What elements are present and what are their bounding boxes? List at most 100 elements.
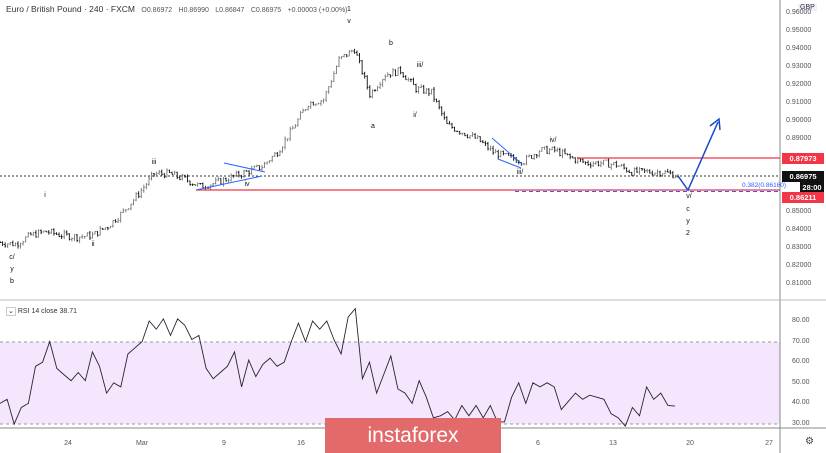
price-bar bbox=[350, 49, 353, 53]
wave-label[interactable]: iv/ bbox=[549, 137, 557, 144]
wave-label[interactable]: iii/ bbox=[416, 62, 424, 69]
wedge-pattern[interactable] bbox=[491, 137, 523, 169]
wave-label[interactable]: 1 bbox=[347, 6, 351, 13]
wave-label[interactable]: y bbox=[10, 266, 14, 273]
price-bar bbox=[451, 122, 453, 129]
symbol-header[interactable]: Euro / British Pound · 240 · FXCM O0.869… bbox=[6, 4, 348, 14]
projection-path[interactable] bbox=[677, 117, 721, 192]
price-bar bbox=[245, 170, 248, 172]
price-bar bbox=[150, 171, 153, 181]
price-bar bbox=[366, 75, 369, 90]
price-tick: 0.93000 bbox=[786, 63, 812, 71]
price-bar bbox=[194, 184, 197, 186]
price-bar bbox=[73, 234, 76, 242]
price-bar bbox=[415, 83, 418, 93]
price-bar bbox=[412, 77, 415, 86]
price-bar bbox=[160, 169, 163, 177]
price-bar bbox=[564, 148, 566, 155]
wave-label[interactable]: v bbox=[347, 18, 351, 25]
price-bar bbox=[317, 102, 320, 105]
wave-label[interactable]: iv bbox=[244, 181, 250, 188]
collapse-icon[interactable]: ⌄ bbox=[6, 307, 16, 316]
price-bar bbox=[453, 126, 456, 132]
price-bar bbox=[643, 168, 646, 174]
price-bar bbox=[29, 232, 32, 236]
price-bar bbox=[173, 170, 176, 175]
price-bar bbox=[671, 171, 674, 179]
price-bar bbox=[281, 146, 284, 153]
settings-gear-icon[interactable]: ⚙ bbox=[805, 436, 814, 447]
price-bar bbox=[201, 182, 204, 189]
price-bar bbox=[443, 111, 446, 120]
symbol-name: Euro / British Pound bbox=[6, 4, 82, 14]
price-bar bbox=[230, 173, 233, 182]
price-bar bbox=[45, 230, 48, 233]
wave-label[interactable]: y bbox=[686, 218, 690, 225]
triangle-pattern[interactable] bbox=[195, 162, 266, 191]
wave-label[interactable]: c/ bbox=[9, 254, 15, 261]
price-bar bbox=[605, 159, 608, 161]
price-bar bbox=[153, 173, 156, 177]
wave-label[interactable]: iii/ bbox=[516, 169, 524, 176]
wave-label[interactable]: v/ bbox=[686, 193, 692, 200]
price-bar bbox=[58, 232, 61, 237]
rsi-band bbox=[0, 342, 780, 424]
wave-label[interactable]: i/ bbox=[413, 112, 417, 119]
currency-label[interactable]: GBP bbox=[798, 4, 817, 11]
price-bar bbox=[55, 232, 58, 236]
price-bar bbox=[76, 234, 79, 243]
price-bar bbox=[617, 165, 620, 167]
price-bar bbox=[81, 234, 84, 239]
price-bar bbox=[368, 85, 371, 99]
price-bar bbox=[343, 53, 346, 58]
price-bar bbox=[119, 211, 122, 223]
price-tick: 0.85000 bbox=[786, 207, 812, 215]
price-tick: 0.94000 bbox=[786, 45, 812, 53]
price-bar bbox=[330, 79, 333, 88]
price-bar bbox=[427, 88, 430, 97]
price-bar bbox=[425, 88, 428, 95]
wave-label[interactable]: iii bbox=[151, 159, 157, 166]
wave-label[interactable]: ii bbox=[91, 241, 95, 248]
price-bar bbox=[132, 199, 135, 206]
price-bar bbox=[286, 138, 289, 142]
wave-label[interactable]: b bbox=[10, 278, 14, 285]
price-bar bbox=[176, 171, 179, 180]
interval[interactable]: 240 bbox=[89, 4, 104, 14]
price-bar bbox=[628, 169, 631, 173]
wave-label[interactable]: a bbox=[371, 123, 375, 130]
rsi-legend[interactable]: ⌄ RSI 14 close 38.71 bbox=[6, 307, 77, 316]
price-bar bbox=[466, 134, 469, 139]
price-bar bbox=[312, 101, 315, 106]
price-bar bbox=[635, 166, 638, 173]
price-bar bbox=[384, 74, 387, 82]
price-bar bbox=[22, 240, 25, 246]
price-bar bbox=[27, 231, 30, 238]
price-bar bbox=[615, 160, 618, 168]
price-bar bbox=[402, 72, 405, 78]
price-bar bbox=[433, 86, 436, 102]
price-bar bbox=[304, 108, 307, 112]
price-bar bbox=[602, 159, 605, 166]
price-bar bbox=[497, 149, 500, 160]
price-bar bbox=[42, 230, 45, 233]
wave-label[interactable]: b bbox=[389, 40, 393, 47]
wave-label[interactable]: c bbox=[686, 206, 690, 213]
price-bar bbox=[456, 130, 459, 133]
price-bar bbox=[492, 145, 495, 155]
price-bar bbox=[240, 174, 243, 179]
price-bar bbox=[219, 178, 222, 185]
price-bar bbox=[422, 84, 425, 94]
price-bar bbox=[106, 226, 109, 231]
change-value: +0.00003 (+0.00%) bbox=[287, 7, 348, 14]
price-bar bbox=[463, 132, 466, 137]
price-bar bbox=[50, 228, 53, 235]
price-bar bbox=[587, 160, 590, 166]
arrowhead-icon bbox=[709, 117, 721, 131]
price-bar bbox=[63, 229, 66, 240]
wave-label[interactable]: 2 bbox=[686, 230, 690, 237]
price-bar bbox=[489, 145, 492, 151]
wave-label[interactable]: i bbox=[44, 192, 46, 199]
